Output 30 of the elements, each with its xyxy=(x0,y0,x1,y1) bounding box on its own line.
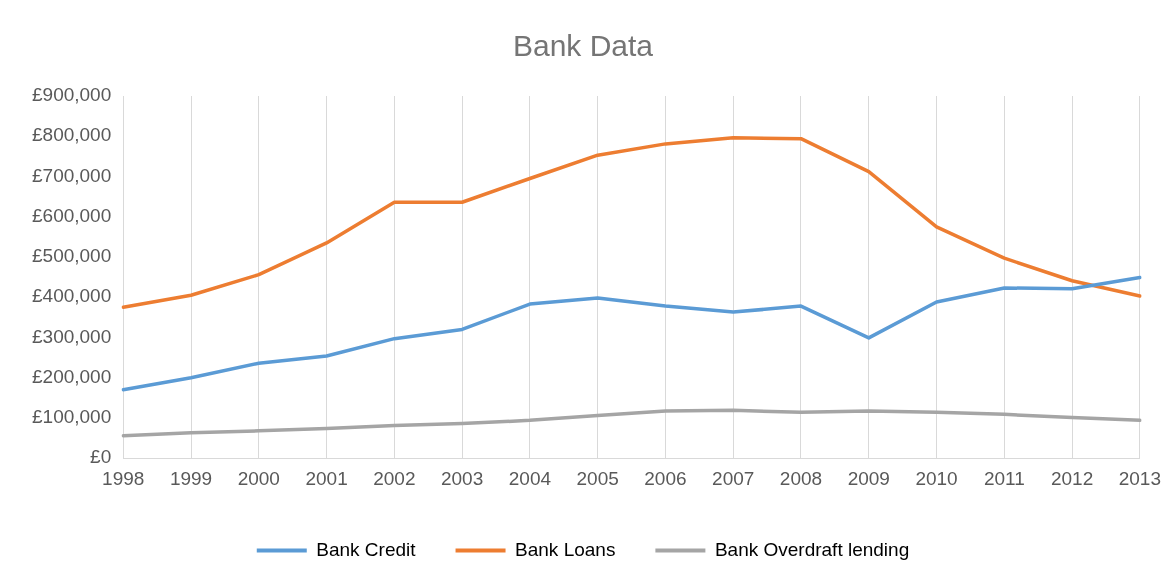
legend-label: Bank Loans xyxy=(515,538,616,560)
x-tick-label: 2008 xyxy=(779,467,823,489)
y-tick-label: £300,000 xyxy=(32,325,112,347)
x-tick-label: 2011 xyxy=(983,467,1025,489)
x-tick-label: 2004 xyxy=(508,467,552,489)
x-tick-label: 2005 xyxy=(576,467,619,489)
y-tick-label: £100,000 xyxy=(32,406,112,428)
x-tick-label: 2013 xyxy=(1118,467,1162,489)
x-tick-label: 1999 xyxy=(169,467,213,489)
legend-label: Bank Overdraft lending xyxy=(714,538,910,560)
x-tick-label: 2006 xyxy=(644,467,687,489)
y-tick-label: £600,000 xyxy=(32,204,112,226)
y-tick-label: £800,000 xyxy=(32,124,112,146)
legend-label: Bank Credit xyxy=(316,538,417,560)
x-tick-label: 2007 xyxy=(712,467,755,489)
x-tick-label: 2012 xyxy=(1050,467,1094,489)
x-tick-label: 2009 xyxy=(847,467,890,489)
x-tick-label: 2000 xyxy=(237,467,280,489)
x-tick-label: 2003 xyxy=(440,467,484,489)
y-tick-label: £200,000 xyxy=(32,365,112,387)
x-tick-label: 1998 xyxy=(102,467,145,489)
x-tick-label: 2001 xyxy=(305,467,348,489)
y-tick-label: £500,000 xyxy=(32,245,112,267)
y-tick-label: £700,000 xyxy=(32,164,112,186)
x-tick-label: 2002 xyxy=(373,467,416,489)
y-tick-label: £0 xyxy=(90,446,112,468)
x-tick-label: 2010 xyxy=(915,467,958,489)
y-tick-label: £400,000 xyxy=(32,285,112,307)
chart-title: Bank Data xyxy=(512,29,654,63)
y-tick-label: £900,000 xyxy=(32,84,112,106)
